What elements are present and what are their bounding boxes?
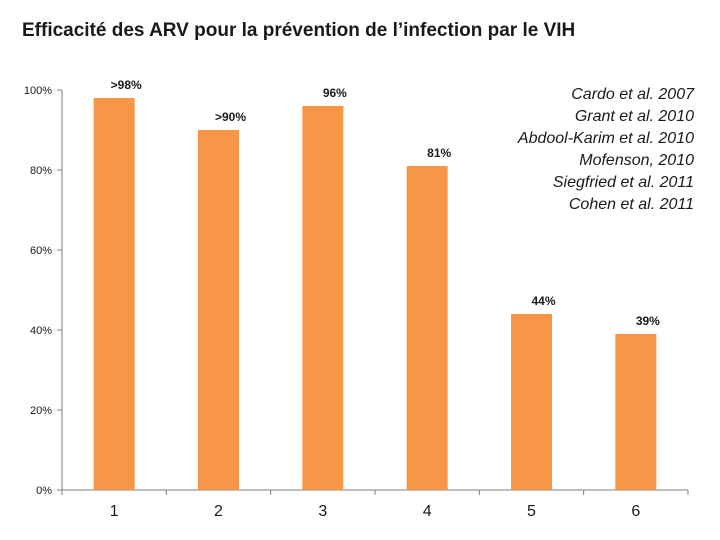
reference-item: Siegfried et al. 2011 bbox=[552, 174, 694, 191]
data-label: 44% bbox=[531, 294, 555, 308]
y-tick-label: 0% bbox=[36, 485, 52, 497]
y-tick-label: 80% bbox=[30, 165, 52, 177]
x-tick-label: 2 bbox=[214, 503, 223, 520]
bar bbox=[93, 98, 135, 490]
bar bbox=[615, 334, 657, 490]
chart-title: Efficacité des ARV pour la prévention de… bbox=[22, 20, 576, 41]
data-label: >90% bbox=[215, 110, 246, 124]
y-tick-label: 100% bbox=[24, 85, 52, 97]
data-label: 39% bbox=[636, 314, 660, 328]
data-label: >98% bbox=[111, 78, 142, 92]
reference-item: Mofenson, 2010 bbox=[579, 152, 694, 169]
reference-item: Cardo et al. 2007 bbox=[571, 86, 694, 103]
bar bbox=[198, 130, 239, 490]
y-tick-label: 40% bbox=[30, 325, 52, 337]
reference-list: Cardo et al. 2007 Grant et al. 2010 Abdo… bbox=[518, 84, 694, 216]
y-tick-label: 60% bbox=[30, 245, 52, 257]
y-tick-label: 20% bbox=[30, 405, 52, 417]
x-tick-label: 5 bbox=[527, 503, 536, 520]
x-tick-label: 3 bbox=[318, 503, 327, 520]
x-tick-label: 6 bbox=[631, 503, 640, 520]
x-tick-label: 1 bbox=[110, 503, 119, 520]
bar bbox=[302, 106, 344, 490]
reference-item: Cohen et al. 2011 bbox=[568, 196, 694, 213]
reference-item: Abdool-Karim et al. 2010 bbox=[517, 130, 694, 147]
x-tick-label: 4 bbox=[423, 503, 432, 520]
data-label: 96% bbox=[323, 86, 347, 100]
reference-item: Grant et al. 2010 bbox=[574, 108, 694, 125]
data-label: 81% bbox=[427, 146, 451, 160]
bar bbox=[511, 314, 552, 490]
bar bbox=[406, 166, 448, 490]
